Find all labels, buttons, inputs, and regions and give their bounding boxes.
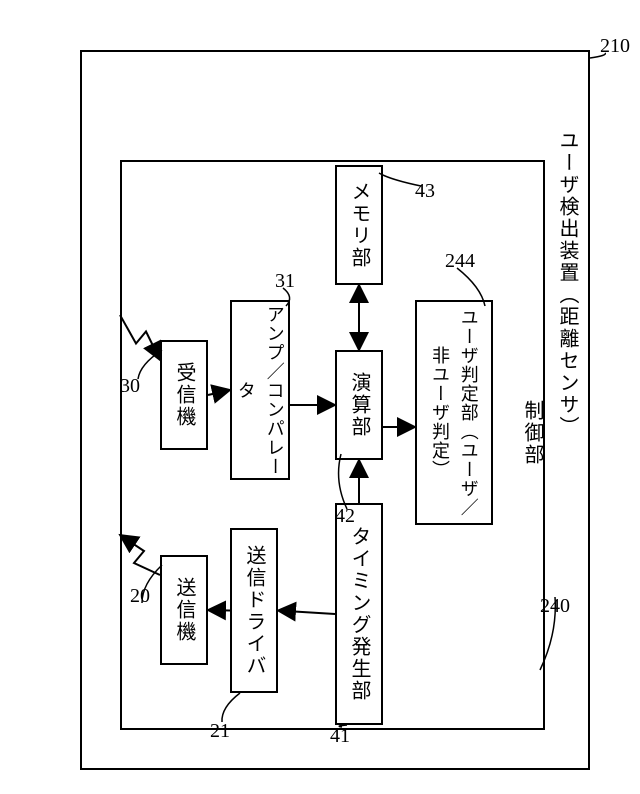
node-tx-driver-label: 送信ドライバ <box>240 545 268 677</box>
node-user-judgment: ユーザ判定部（ユーザ／非ユーザ判定） <box>415 300 493 525</box>
ref-label-240: 240 <box>540 595 570 618</box>
ref-label-210: 210 <box>600 35 630 58</box>
node-timing-generator: タイミング発生部 <box>335 503 383 725</box>
ref-label-244: 244 <box>445 250 475 273</box>
diagram-root: ユーザ検出装置（距離センサ） 制御部 送信機 送信ドライバ 受信機 アンプ／コン… <box>0 0 640 794</box>
node-amp-label: アンプ／コンパレータ <box>231 302 289 478</box>
ref-label-43: 43 <box>415 180 435 203</box>
node-transmitter: 送信機 <box>160 555 208 665</box>
ref-label-30: 30 <box>120 375 140 398</box>
node-mem-label: メモリ部 <box>345 181 373 269</box>
node-timing-label: タイミング発生部 <box>345 526 373 702</box>
ref-label-21: 21 <box>210 720 230 743</box>
node-receiver-label: 受信機 <box>170 362 198 428</box>
ref-label-42: 42 <box>335 505 355 528</box>
node-user-label: ユーザ判定部（ユーザ／非ユーザ判定） <box>425 302 483 523</box>
ref-label-20: 20 <box>130 585 150 608</box>
node-receiver: 受信機 <box>160 340 208 450</box>
device-label: ユーザ検出装置（距離センサ） <box>553 130 581 438</box>
node-memory-unit: メモリ部 <box>335 165 383 285</box>
control-box-label: 制御部 <box>518 400 546 466</box>
ref-label-31: 31 <box>275 270 295 293</box>
node-calculation-unit: 演算部 <box>335 350 383 460</box>
ref-label-41: 41 <box>330 725 350 748</box>
node-calc-label: 演算部 <box>345 372 373 438</box>
node-tx-driver: 送信ドライバ <box>230 528 278 693</box>
node-amp-comparator: アンプ／コンパレータ <box>230 300 290 480</box>
node-transmitter-label: 送信機 <box>170 577 198 643</box>
